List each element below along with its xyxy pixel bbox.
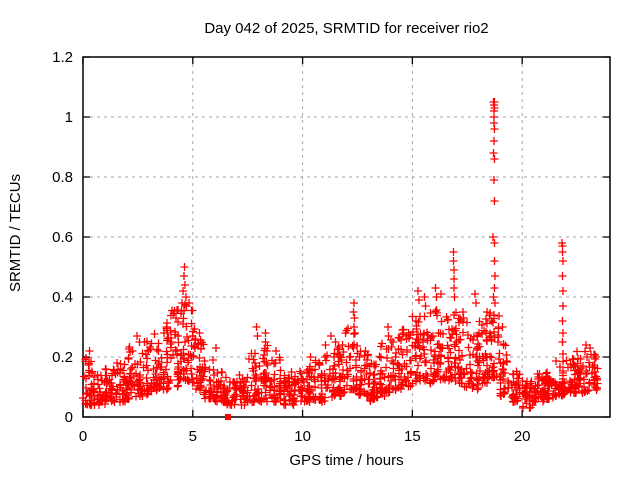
x-tick-label: 20 [514,428,531,445]
scatter-points [79,98,602,412]
square-point [224,414,231,420]
y-tick-label: 0.8 [52,169,73,186]
x-tick-label: 10 [294,428,311,445]
y-tick-label: 0 [65,409,73,426]
plot-border [82,56,611,418]
x-tick-label: 0 [79,428,87,445]
y-axis-label: SRMTID / TECUs [7,173,24,293]
y-tick-label: 0.6 [52,229,73,246]
y-tick-label: 1 [65,109,73,126]
gridlines [83,57,610,417]
chart-title: Day 042 of 2025, SRMTID for receiver rio… [204,20,489,37]
x-axis-label: GPS time / hours [289,452,404,469]
y-tick-label: 1.2 [52,49,73,66]
y-tick-label: 0.4 [52,289,73,306]
x-tick-label: 5 [189,428,197,445]
x-tick-label: 15 [404,428,421,445]
y-tick-label: 0.2 [52,349,73,366]
